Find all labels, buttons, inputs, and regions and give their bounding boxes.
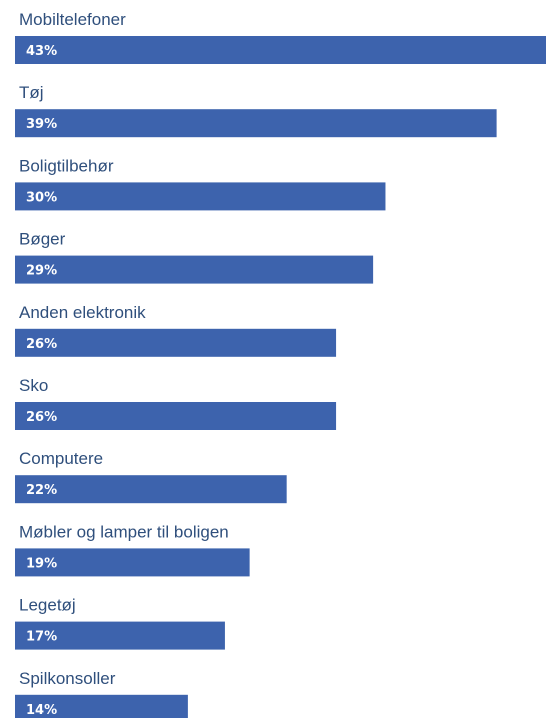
bar [15, 36, 546, 64]
category-label: Bøger [19, 230, 66, 249]
value-label: 26% [26, 410, 57, 425]
value-label: 26% [26, 337, 57, 352]
bar [15, 328, 337, 357]
category-label: Sko [19, 376, 48, 395]
bar [15, 621, 225, 650]
category-label: Møbler og lamper til boligen [19, 522, 229, 541]
bar [15, 694, 188, 718]
value-label: 19% [26, 556, 57, 571]
bar [15, 109, 497, 138]
value-label: 39% [26, 117, 57, 132]
bar [15, 548, 250, 577]
value-label: 30% [26, 190, 57, 205]
category-label: Anden elektronik [19, 303, 146, 322]
value-label: 17% [26, 630, 57, 645]
category-label: Spilkonsoller [19, 669, 116, 688]
category-label: Mobiltelefoner [19, 10, 126, 29]
value-label: 29% [26, 264, 57, 279]
category-label: Tøj [19, 83, 44, 102]
category-label: Computere [19, 449, 103, 468]
value-label: 22% [26, 483, 57, 498]
bar [15, 182, 386, 211]
value-label: 43% [26, 44, 57, 59]
bar [15, 402, 337, 430]
category-label: Legetøj [19, 596, 76, 615]
value-label: 14% [26, 703, 57, 718]
bar [15, 475, 287, 504]
category-label: Boligtilbehør [19, 156, 114, 175]
bar [15, 255, 374, 284]
